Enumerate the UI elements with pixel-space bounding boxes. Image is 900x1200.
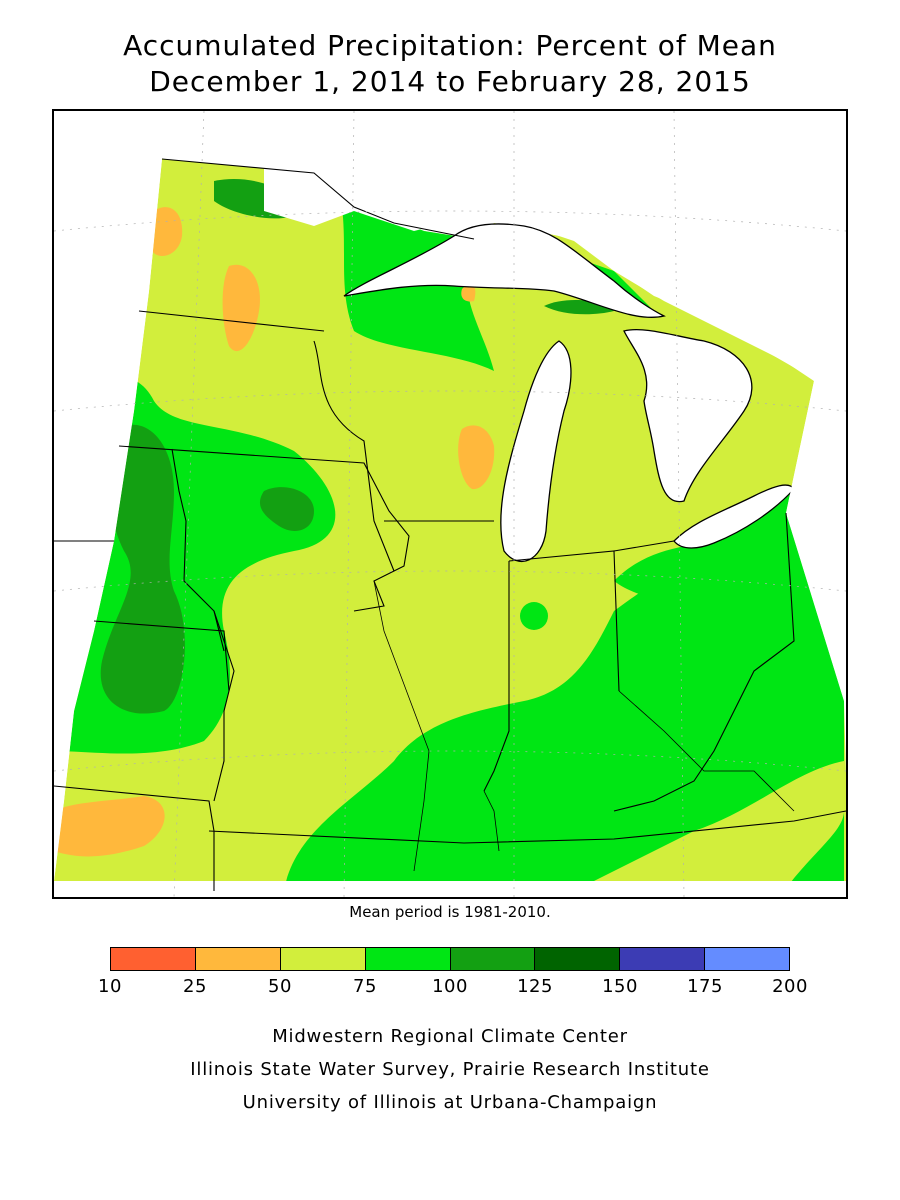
- graticule: [54, 111, 846, 897]
- legend-tick-75: 75: [353, 976, 377, 997]
- zone-25-50-montana: [152, 207, 183, 256]
- zone-75-100-indiana: [520, 602, 548, 630]
- map-title: Accumulated Precipitation: Percent of Me…: [0, 28, 900, 100]
- legend-tick-150: 150: [602, 976, 638, 997]
- canada-area: [54, 111, 846, 379]
- legend-tick-25: 25: [183, 976, 207, 997]
- legend-tick-labels: 10 25 50 75 100 125 150 175 200: [98, 976, 807, 998]
- outside-left: [54, 151, 162, 881]
- legend-tick-200: 200: [772, 976, 808, 997]
- zone-100-125-dakota: [259, 487, 314, 531]
- zone-100-125-west: [100, 424, 185, 714]
- zone-25-50-dakota: [222, 264, 260, 352]
- legend-swatch-75-100: [365, 948, 451, 970]
- credit-line-2: Illinois State Water Survey, Prairie Res…: [190, 1059, 710, 1080]
- precipitation-map: [52, 109, 848, 899]
- credits: Midwestern Regional Climate Center Illin…: [0, 1020, 900, 1119]
- zone-25-50-southwest: [54, 796, 165, 857]
- zone-75-100-ohio: [614, 481, 844, 771]
- map-canvas: [54, 111, 846, 897]
- legend-swatch-125-150: [535, 948, 621, 970]
- rivers: [373, 580, 795, 872]
- legend-tick-100: 100: [432, 976, 468, 997]
- legend-swatch-25-50: [195, 948, 281, 970]
- credit-line-1: Midwestern Regional Climate Center: [272, 1026, 628, 1047]
- outside-right: [786, 376, 846, 701]
- zone-75-100-southeast: [784, 811, 844, 881]
- mean-period-note: Mean period is 1981-2010.: [349, 903, 551, 921]
- legend-tick-125: 125: [517, 976, 553, 997]
- legend-tick-10: 10: [98, 976, 122, 997]
- legend-swatch-175-200: [705, 948, 789, 970]
- lake-superior: [343, 223, 666, 318]
- zone-25-50-michigan-up: [461, 284, 476, 302]
- legend-swatch-50-75: [280, 948, 366, 970]
- legend-swatch-100-125: [450, 948, 536, 970]
- legend-swatch-10-25: [111, 948, 196, 970]
- title-line-2: December 1, 2014 to February 28, 2015: [149, 65, 751, 98]
- legend-tick-175: 175: [687, 976, 723, 997]
- credit-line-3: University of Illinois at Urbana-Champai…: [242, 1092, 658, 1113]
- color-legend: [110, 947, 790, 971]
- legend-swatch-150-175: [620, 948, 706, 970]
- lake-michigan: [500, 340, 572, 563]
- title-line-1: Accumulated Precipitation: Percent of Me…: [123, 29, 777, 62]
- legend-tick-50: 50: [268, 976, 292, 997]
- state-boundaries: [54, 158, 846, 891]
- lake-huron: [623, 328, 753, 503]
- zone-25-50-wisconsin: [458, 425, 495, 490]
